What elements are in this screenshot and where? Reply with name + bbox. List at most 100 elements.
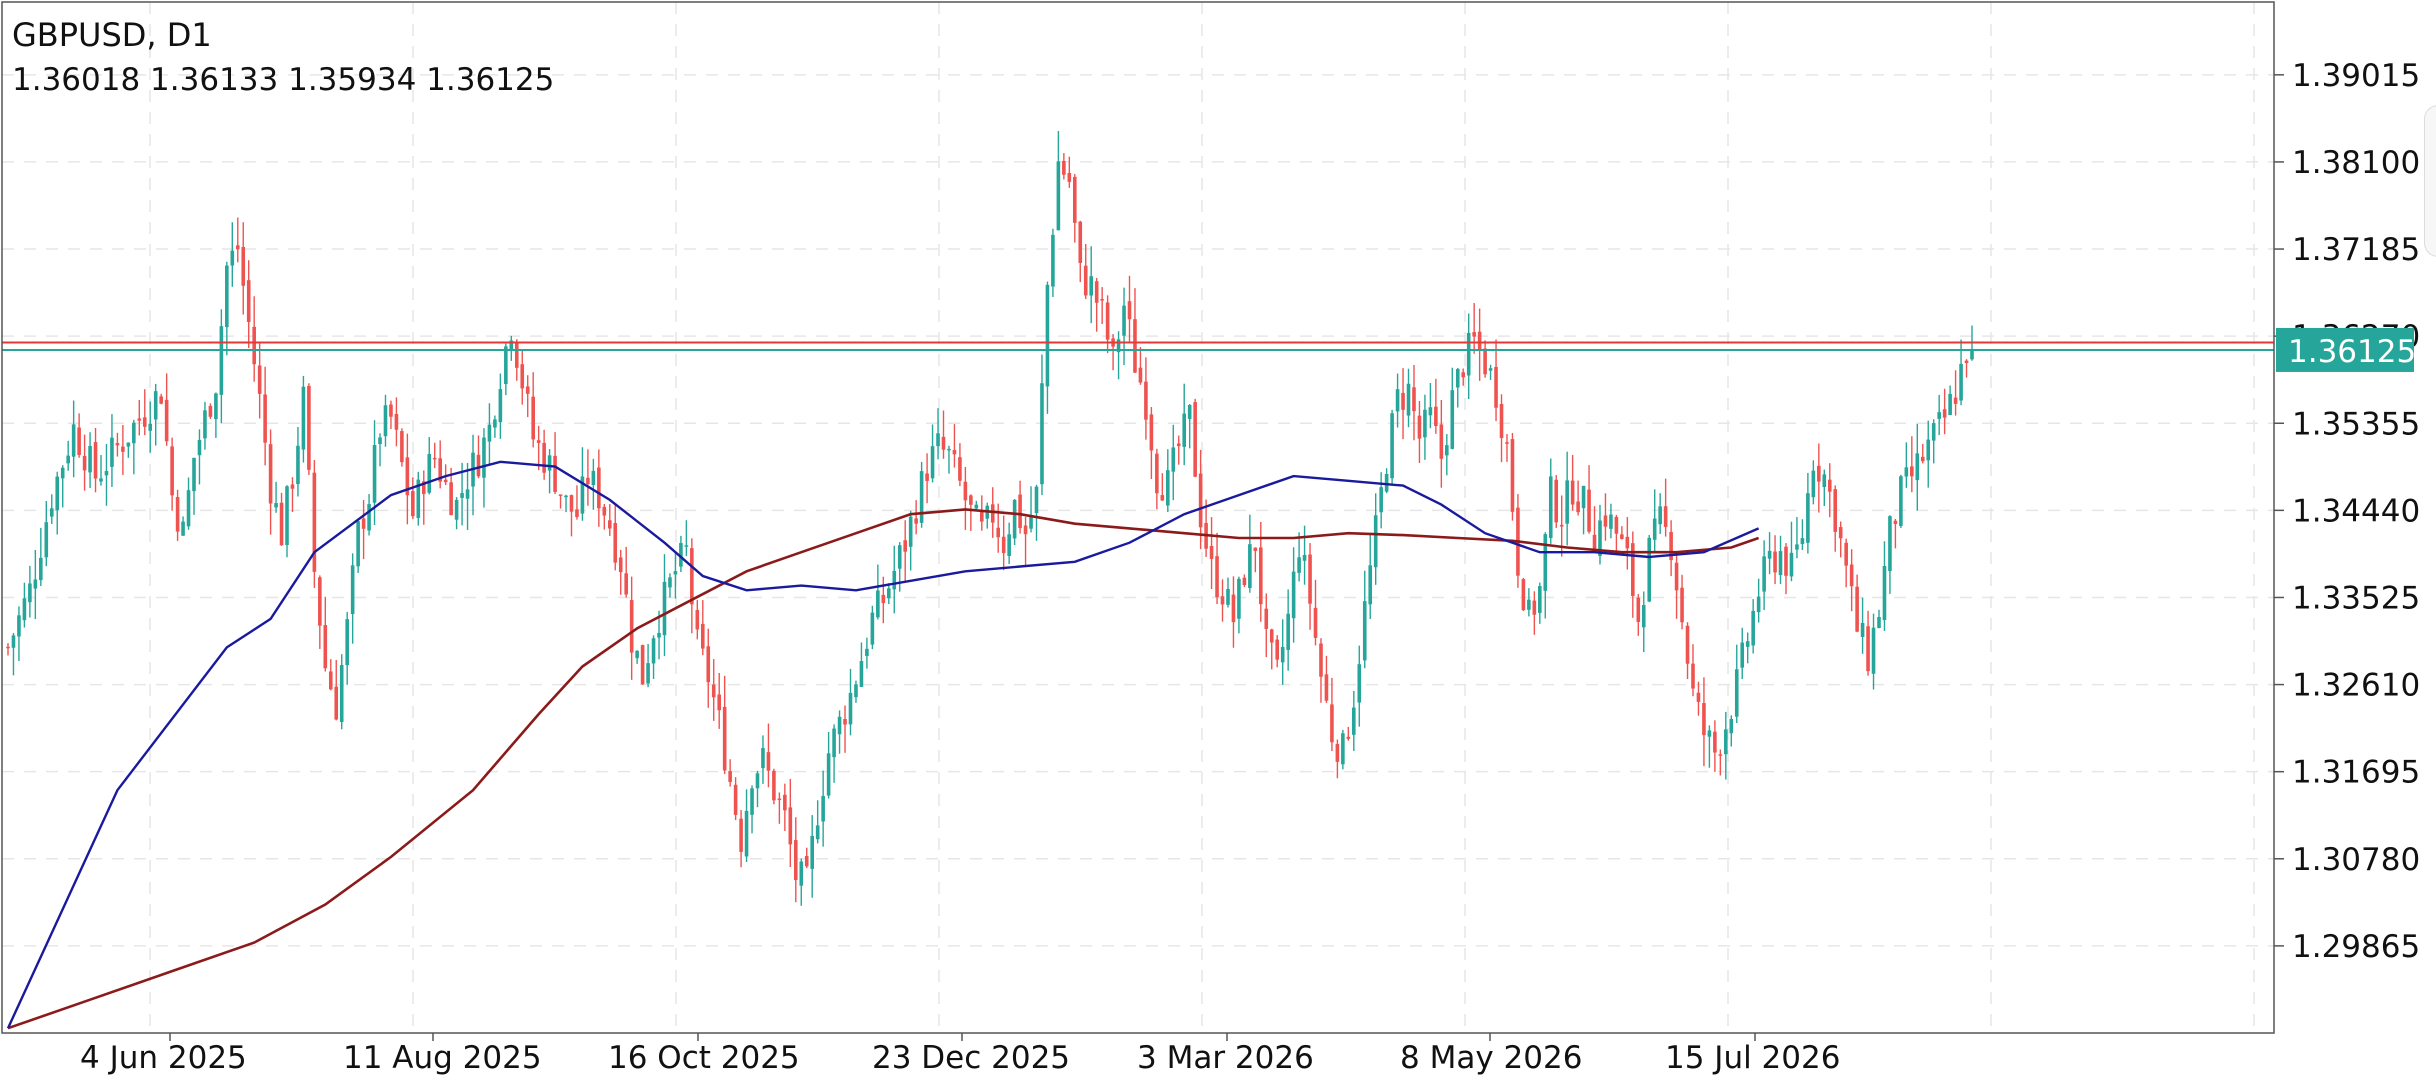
candle-body (1368, 565, 1373, 605)
candle-body (1751, 610, 1755, 646)
candle-body (263, 394, 267, 443)
price-tag-background (2276, 327, 2414, 372)
candle-body (1718, 754, 1723, 756)
candle-body (1620, 534, 1624, 539)
candle-body (1155, 453, 1159, 494)
candle-body (536, 440, 541, 443)
candle-body (558, 494, 563, 496)
time-axis[interactable]: 4 Jun 2025 11 Aug 2025 16 Oct 2025 23 Dec 2… (80, 1033, 1840, 1076)
candle-body (504, 346, 508, 385)
time-axis-label: 23 Dec 2025 (872, 1040, 1070, 1076)
candle-body (1871, 627, 1876, 674)
candle-body (514, 342, 519, 368)
candle-body (1707, 730, 1712, 737)
candle-body (1789, 552, 1794, 577)
candle-body (1543, 534, 1548, 591)
candle-body (230, 250, 235, 266)
candle-body (126, 442, 131, 447)
ohlc-readout: 1.36018 1.36133 1.35934 1.36125 (12, 62, 555, 98)
candle-body (137, 418, 142, 421)
price-axis[interactable]: 1.29865 1.30780 1.31695 1.32610 1.33525 1.344… (2274, 58, 2420, 965)
candle-body (1663, 506, 1668, 527)
candle-body (1773, 551, 1777, 573)
candle-body (1942, 409, 1947, 418)
candle-body (356, 521, 360, 567)
candle-body (1778, 551, 1783, 576)
candle-body (66, 455, 70, 464)
candle-body (607, 520, 612, 529)
candle-body (1658, 506, 1662, 525)
horizontal-lines (2, 341, 2274, 351)
candle-body (460, 493, 464, 498)
candle-body (881, 594, 886, 604)
candle-body (110, 437, 114, 467)
candle-body (722, 706, 727, 771)
candle-body (1187, 404, 1192, 419)
candle-body (547, 455, 552, 471)
candle-body (1286, 613, 1290, 650)
candle-body (635, 650, 639, 659)
candle-body (1171, 447, 1176, 472)
candle-body (684, 545, 689, 547)
candle-body (197, 439, 202, 456)
candle-body (1253, 547, 1258, 551)
candle-body (1888, 516, 1892, 571)
candle-body (55, 476, 60, 511)
candle-body (930, 446, 935, 479)
candle-body (1231, 594, 1236, 623)
moving-averages (6, 460, 1760, 1030)
candle-body (903, 540, 908, 552)
candle-body (1592, 534, 1597, 552)
candle-body (1291, 571, 1296, 619)
candle-body (542, 442, 546, 473)
candle-body (1548, 476, 1553, 539)
candle-body (1641, 605, 1646, 628)
candle-body (1488, 368, 1493, 371)
candle-body (350, 565, 355, 614)
candle-body (1625, 536, 1630, 549)
candle-body (1466, 332, 1471, 376)
candle-body (1264, 608, 1269, 629)
candle-body (28, 583, 32, 603)
candle-body (832, 728, 836, 758)
candle-body (897, 545, 902, 569)
candle-body (170, 446, 174, 496)
candle-body (1833, 489, 1838, 532)
candle-body (487, 424, 492, 442)
candle-body (290, 484, 295, 489)
candle-body (1855, 586, 1859, 632)
candle-body (733, 784, 738, 815)
price-axis-label: 1.31695 (2292, 755, 2420, 791)
candle-body (936, 433, 940, 447)
candle-body (1100, 299, 1104, 301)
time-axis-label: 8 May 2026 (1400, 1040, 1582, 1076)
candle-body (1729, 718, 1734, 734)
candle-body (6, 646, 10, 649)
candle-body (1696, 692, 1701, 702)
candle-body (1259, 547, 1263, 605)
candle-body (1910, 466, 1914, 477)
candle-body (826, 753, 831, 796)
side-panel-handle[interactable] (2424, 105, 2436, 257)
candle-body (449, 482, 453, 516)
candle-body (159, 396, 163, 404)
candle-body (1089, 276, 1094, 296)
candle-body (1324, 674, 1329, 701)
candle-body (1647, 537, 1652, 602)
candle-body (88, 445, 92, 473)
candle-body (1045, 284, 1050, 387)
candle-body (1762, 556, 1766, 592)
candle-body (1319, 643, 1323, 677)
candle-body (1051, 234, 1055, 287)
candle-body (969, 495, 973, 505)
candle-body (1570, 480, 1575, 505)
candle-body (799, 861, 804, 886)
candle-body (421, 481, 426, 495)
candle-body (296, 445, 300, 485)
candle-body (1384, 473, 1389, 492)
candle-body (142, 417, 147, 427)
candle-body (1844, 542, 1848, 566)
candle-body (597, 467, 601, 509)
candle-body (1970, 349, 1974, 360)
